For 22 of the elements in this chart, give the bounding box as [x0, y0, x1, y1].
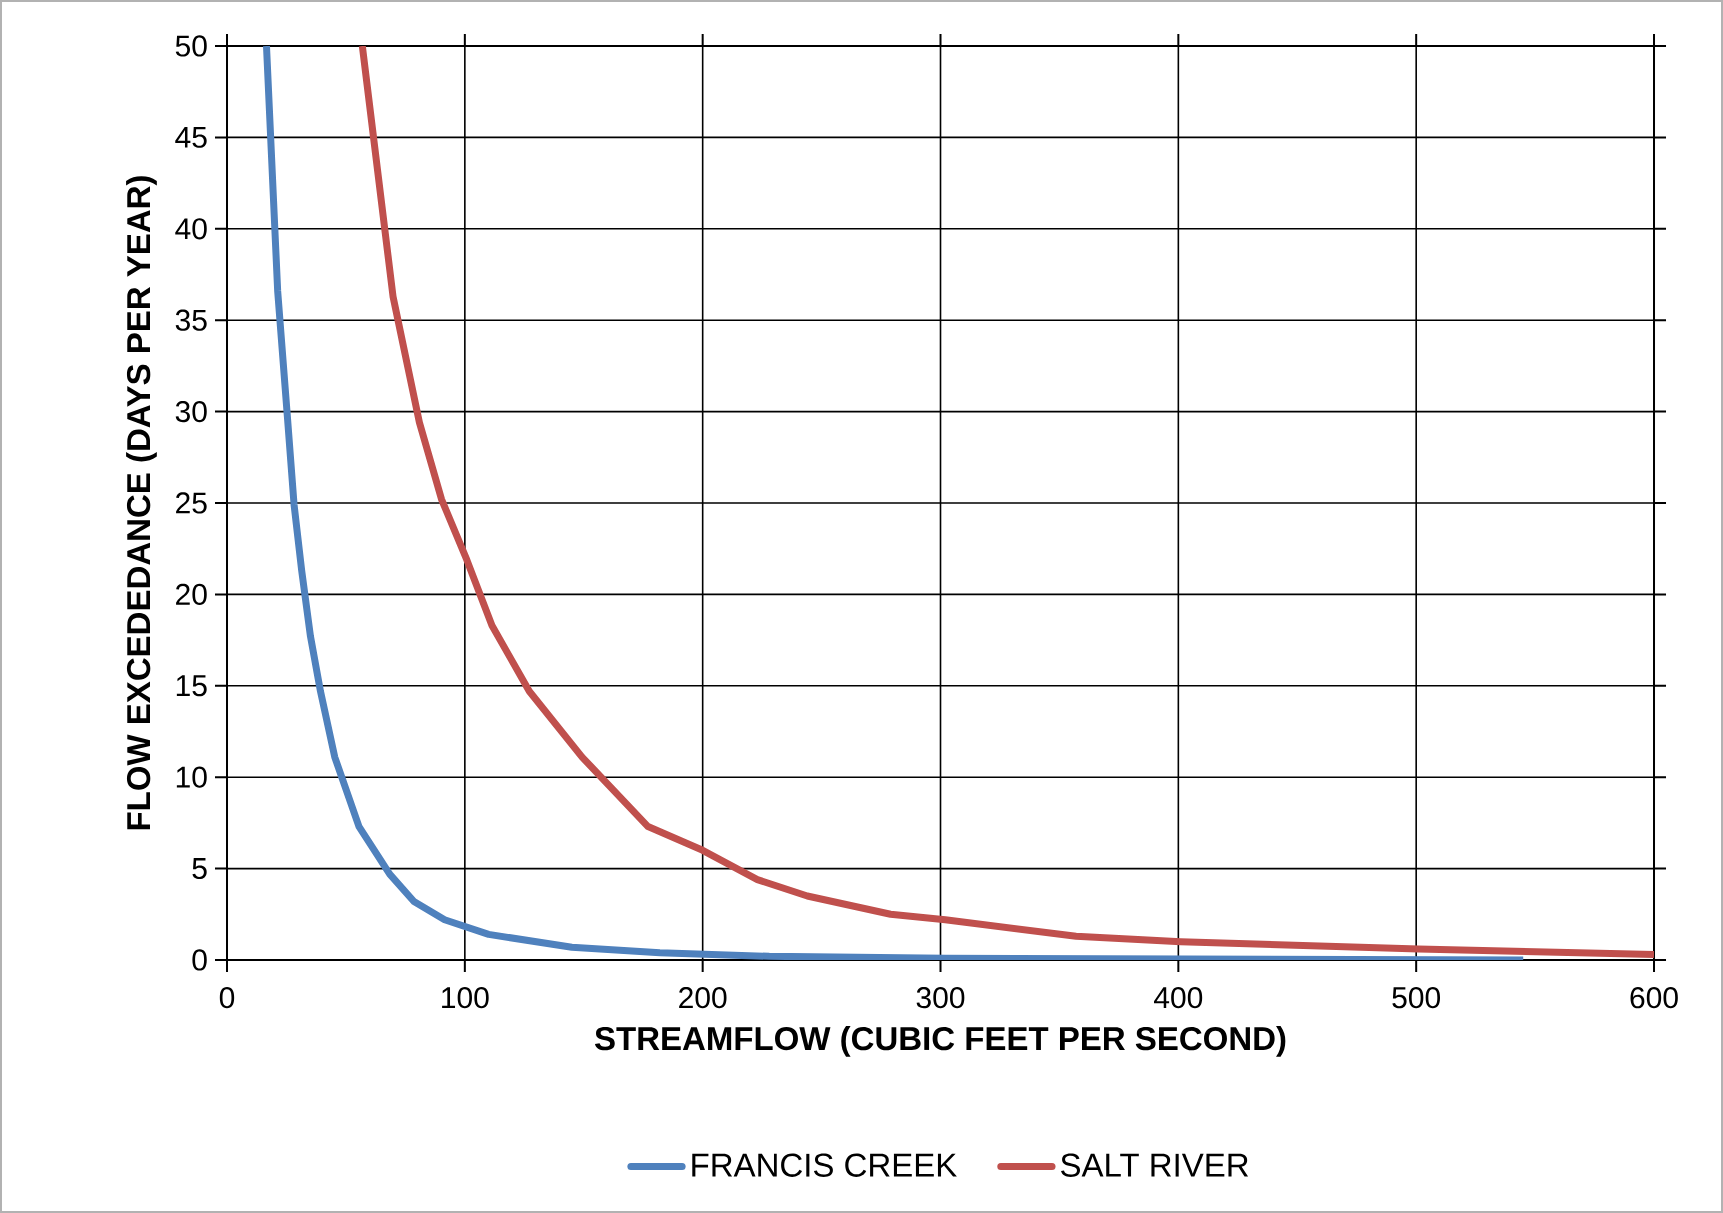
y-tick-label: 25: [176, 492, 207, 514]
y-tick-label: 30: [175, 400, 207, 423]
x-tick-label: 600: [1630, 987, 1678, 1009]
y-tick-label: 10: [176, 766, 207, 788]
x-tick-label: 100: [442, 987, 489, 1009]
y-axis-title: FLOW EXCEDEDANCE (DAYS PER YEAR): [126, 176, 157, 830]
legend-label: SALT RIVER: [1061, 1153, 1249, 1177]
y-tick-label: 50: [175, 35, 207, 57]
x-axis-title: STREAMFLOW (CUBIC FEET PER SECOND): [594, 1026, 1286, 1057]
x-tick-label: 300: [916, 987, 965, 1009]
legend-label: FRANCIS CREEK: [692, 1153, 957, 1177]
y-tick-label: 5: [192, 858, 207, 880]
y-tick-label: 0: [192, 949, 207, 971]
y-tick-label: 35: [175, 309, 207, 331]
x-tick-label: 400: [1154, 987, 1203, 1009]
x-tick-label: 0: [219, 987, 235, 1009]
y-tick-label: 45: [175, 126, 207, 148]
x-tick-label: 500: [1392, 987, 1441, 1009]
y-tick-label: 15: [176, 675, 207, 697]
y-tick-label: 20: [176, 583, 207, 605]
y-tick-label: 40: [175, 218, 207, 240]
x-tick-label: 200: [679, 987, 727, 1009]
